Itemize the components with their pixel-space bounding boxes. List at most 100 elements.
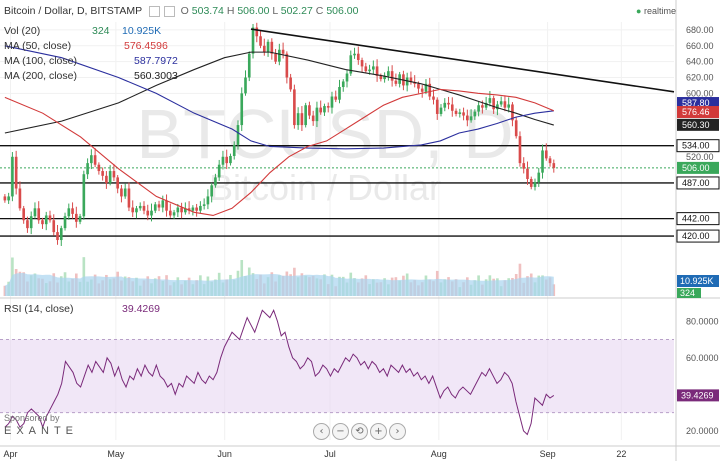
legend-volume-value-small: 324 (92, 25, 110, 37)
sponsor-logo-text[interactable]: EXANTE (4, 425, 79, 437)
time-tick-label: Aug (431, 449, 447, 459)
candle-body (59, 228, 63, 241)
candle-body (315, 107, 319, 122)
candle-body (308, 105, 311, 116)
ohlc-l-label: L (272, 5, 278, 17)
candle-body (537, 172, 541, 183)
sponsor-text: Sponsored by (4, 413, 60, 423)
candle-body (405, 77, 409, 86)
level-price-label: 534.00 (682, 141, 710, 151)
candle-body (120, 188, 123, 197)
candle-body (236, 125, 240, 145)
candle-body (435, 99, 439, 114)
ma-price-label: 576.46 (682, 107, 710, 117)
candle-body (3, 196, 7, 201)
candle-body (184, 208, 187, 213)
candle-body (168, 210, 172, 216)
time-tick-label: Jul (324, 449, 336, 459)
candle-body (492, 98, 495, 110)
candle-body (432, 96, 435, 100)
watermark-description: Bitcoin / Dollar (209, 167, 441, 208)
price-tick-label: 620.00 (686, 73, 714, 83)
ma-price-label: 506.00 (682, 163, 710, 173)
settings-toggle-icon[interactable] (163, 5, 175, 17)
ma-price-label: 587.80 (682, 98, 710, 108)
candle-body (544, 150, 548, 159)
candle-body (251, 27, 255, 54)
candle-body (319, 107, 323, 113)
candle-body (274, 53, 277, 62)
candle-body (379, 75, 383, 80)
candle-body (428, 83, 432, 97)
level-price-box (676, 229, 720, 243)
candle-body (518, 136, 522, 164)
sponsor-brand[interactable]: EXANTE (4, 425, 78, 437)
candle-body (108, 171, 112, 183)
price-tick-label: 520.00 (686, 152, 714, 162)
candle-body (311, 115, 315, 122)
candle-body (180, 207, 183, 213)
candle-body (33, 208, 37, 217)
legend-rsi-label: RSI (14, close) (4, 303, 74, 315)
candle-body (157, 204, 161, 208)
ohlc-o-label: O (180, 5, 189, 17)
candle-body (244, 77, 247, 94)
horizontal-levels[interactable] (0, 145, 674, 237)
volume-value-box (677, 275, 719, 287)
candle-body (93, 155, 97, 165)
zoom-in-button[interactable]: + (370, 423, 387, 440)
visibility-toggle-icon[interactable] (148, 5, 160, 17)
scroll-right-button[interactable]: › (389, 423, 406, 440)
candle-body (199, 205, 202, 211)
candle-body (514, 120, 518, 137)
chart-navigation: ‹ − ⟲ + › (313, 423, 406, 440)
candle-body (338, 87, 341, 100)
candle-body (142, 205, 146, 211)
candle-body (417, 83, 420, 89)
level-price-box (676, 176, 720, 190)
legend-ma100-label: MA (100, close) (4, 55, 77, 67)
rsi-band (0, 339, 674, 413)
ma-price-box (677, 118, 719, 131)
candle-body (409, 77, 413, 83)
candle-body (101, 171, 104, 176)
candle-body (262, 45, 266, 53)
candle-body (191, 207, 195, 211)
legend-volume: Vol (20) 324 10.925K (4, 25, 161, 37)
reset-view-button[interactable]: ⟲ (351, 423, 368, 440)
candle-body (526, 168, 529, 179)
candle-body (86, 163, 89, 175)
candle-body (375, 66, 379, 76)
price-tick-label: 640.00 (686, 57, 714, 67)
candle-body (11, 156, 14, 197)
zoom-out-button[interactable]: − (332, 423, 349, 440)
time-tick-label: Apr (4, 449, 18, 459)
candle-body (326, 106, 330, 108)
candle-body (135, 208, 138, 213)
level-price-label: 442.00 (682, 214, 710, 224)
ohlc-o-value: 503.74 (191, 5, 224, 17)
candle-body (131, 207, 135, 213)
candle-body (195, 207, 198, 211)
candle-body (187, 208, 191, 211)
time-tick-label: 22 (616, 449, 626, 459)
candle-body (172, 212, 176, 216)
price-tick-label: 600.00 (686, 88, 714, 98)
candle-body (360, 60, 364, 67)
candle-body (176, 207, 180, 213)
scroll-left-button[interactable]: ‹ (313, 423, 330, 440)
volume-ma-area (4, 273, 554, 296)
rsi-line (4, 309, 555, 436)
candle-body (67, 208, 71, 217)
trendline[interactable] (250, 28, 675, 93)
candle-body (150, 210, 153, 216)
realtime-label: realtime (643, 6, 676, 16)
ohlc-l-value: 502.27 (280, 5, 313, 17)
candle-body (368, 69, 371, 72)
candle-body (29, 216, 33, 229)
candle-body (334, 96, 338, 100)
candle-body (552, 163, 556, 168)
candle-body (439, 107, 443, 114)
level-price-label: 487.00 (682, 178, 710, 188)
